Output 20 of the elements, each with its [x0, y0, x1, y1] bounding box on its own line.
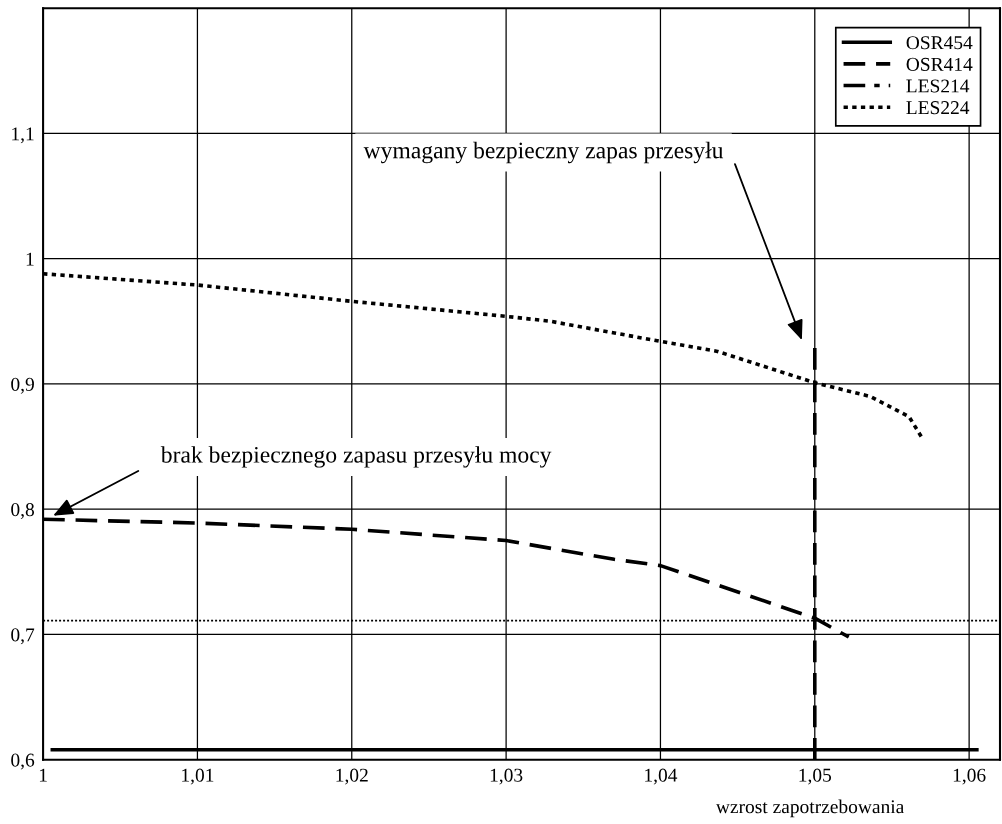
annotation: brak bezpiecznego zapasu przesyłu mocy [160, 446, 552, 468]
legend-label: LES214 [906, 79, 970, 93]
x-tick-label: 1 [39, 768, 47, 782]
x-tick-label: 1,06 [953, 768, 986, 785]
x-tick-label: 1,05 [799, 768, 832, 785]
y-tick-label: 0,9 [11, 377, 34, 394]
y-tick-label: 0,8 [11, 503, 35, 519]
y-tick-label: 0,6 [11, 753, 35, 770]
x-tick-label: 1,02 [336, 768, 368, 785]
y-tick-label: 1 [26, 252, 34, 266]
legend-label: OSR414 [906, 57, 973, 71]
legend-label: LES224 [906, 101, 970, 115]
legend-label: OSR454 [906, 36, 973, 50]
y-tick-label: 0,7 [11, 628, 35, 645]
annotation: wymagany bezpieczny zapas przesyłu [363, 141, 724, 164]
x-tick-label: 1,01 [182, 768, 214, 785]
y-tick-label: 1,1 [12, 127, 34, 144]
x-tick-label: 1,04 [645, 768, 678, 785]
x-tick-label: 1,03 [490, 768, 523, 785]
x-axis-title: wzrost zapotrzebowania [715, 799, 905, 818]
